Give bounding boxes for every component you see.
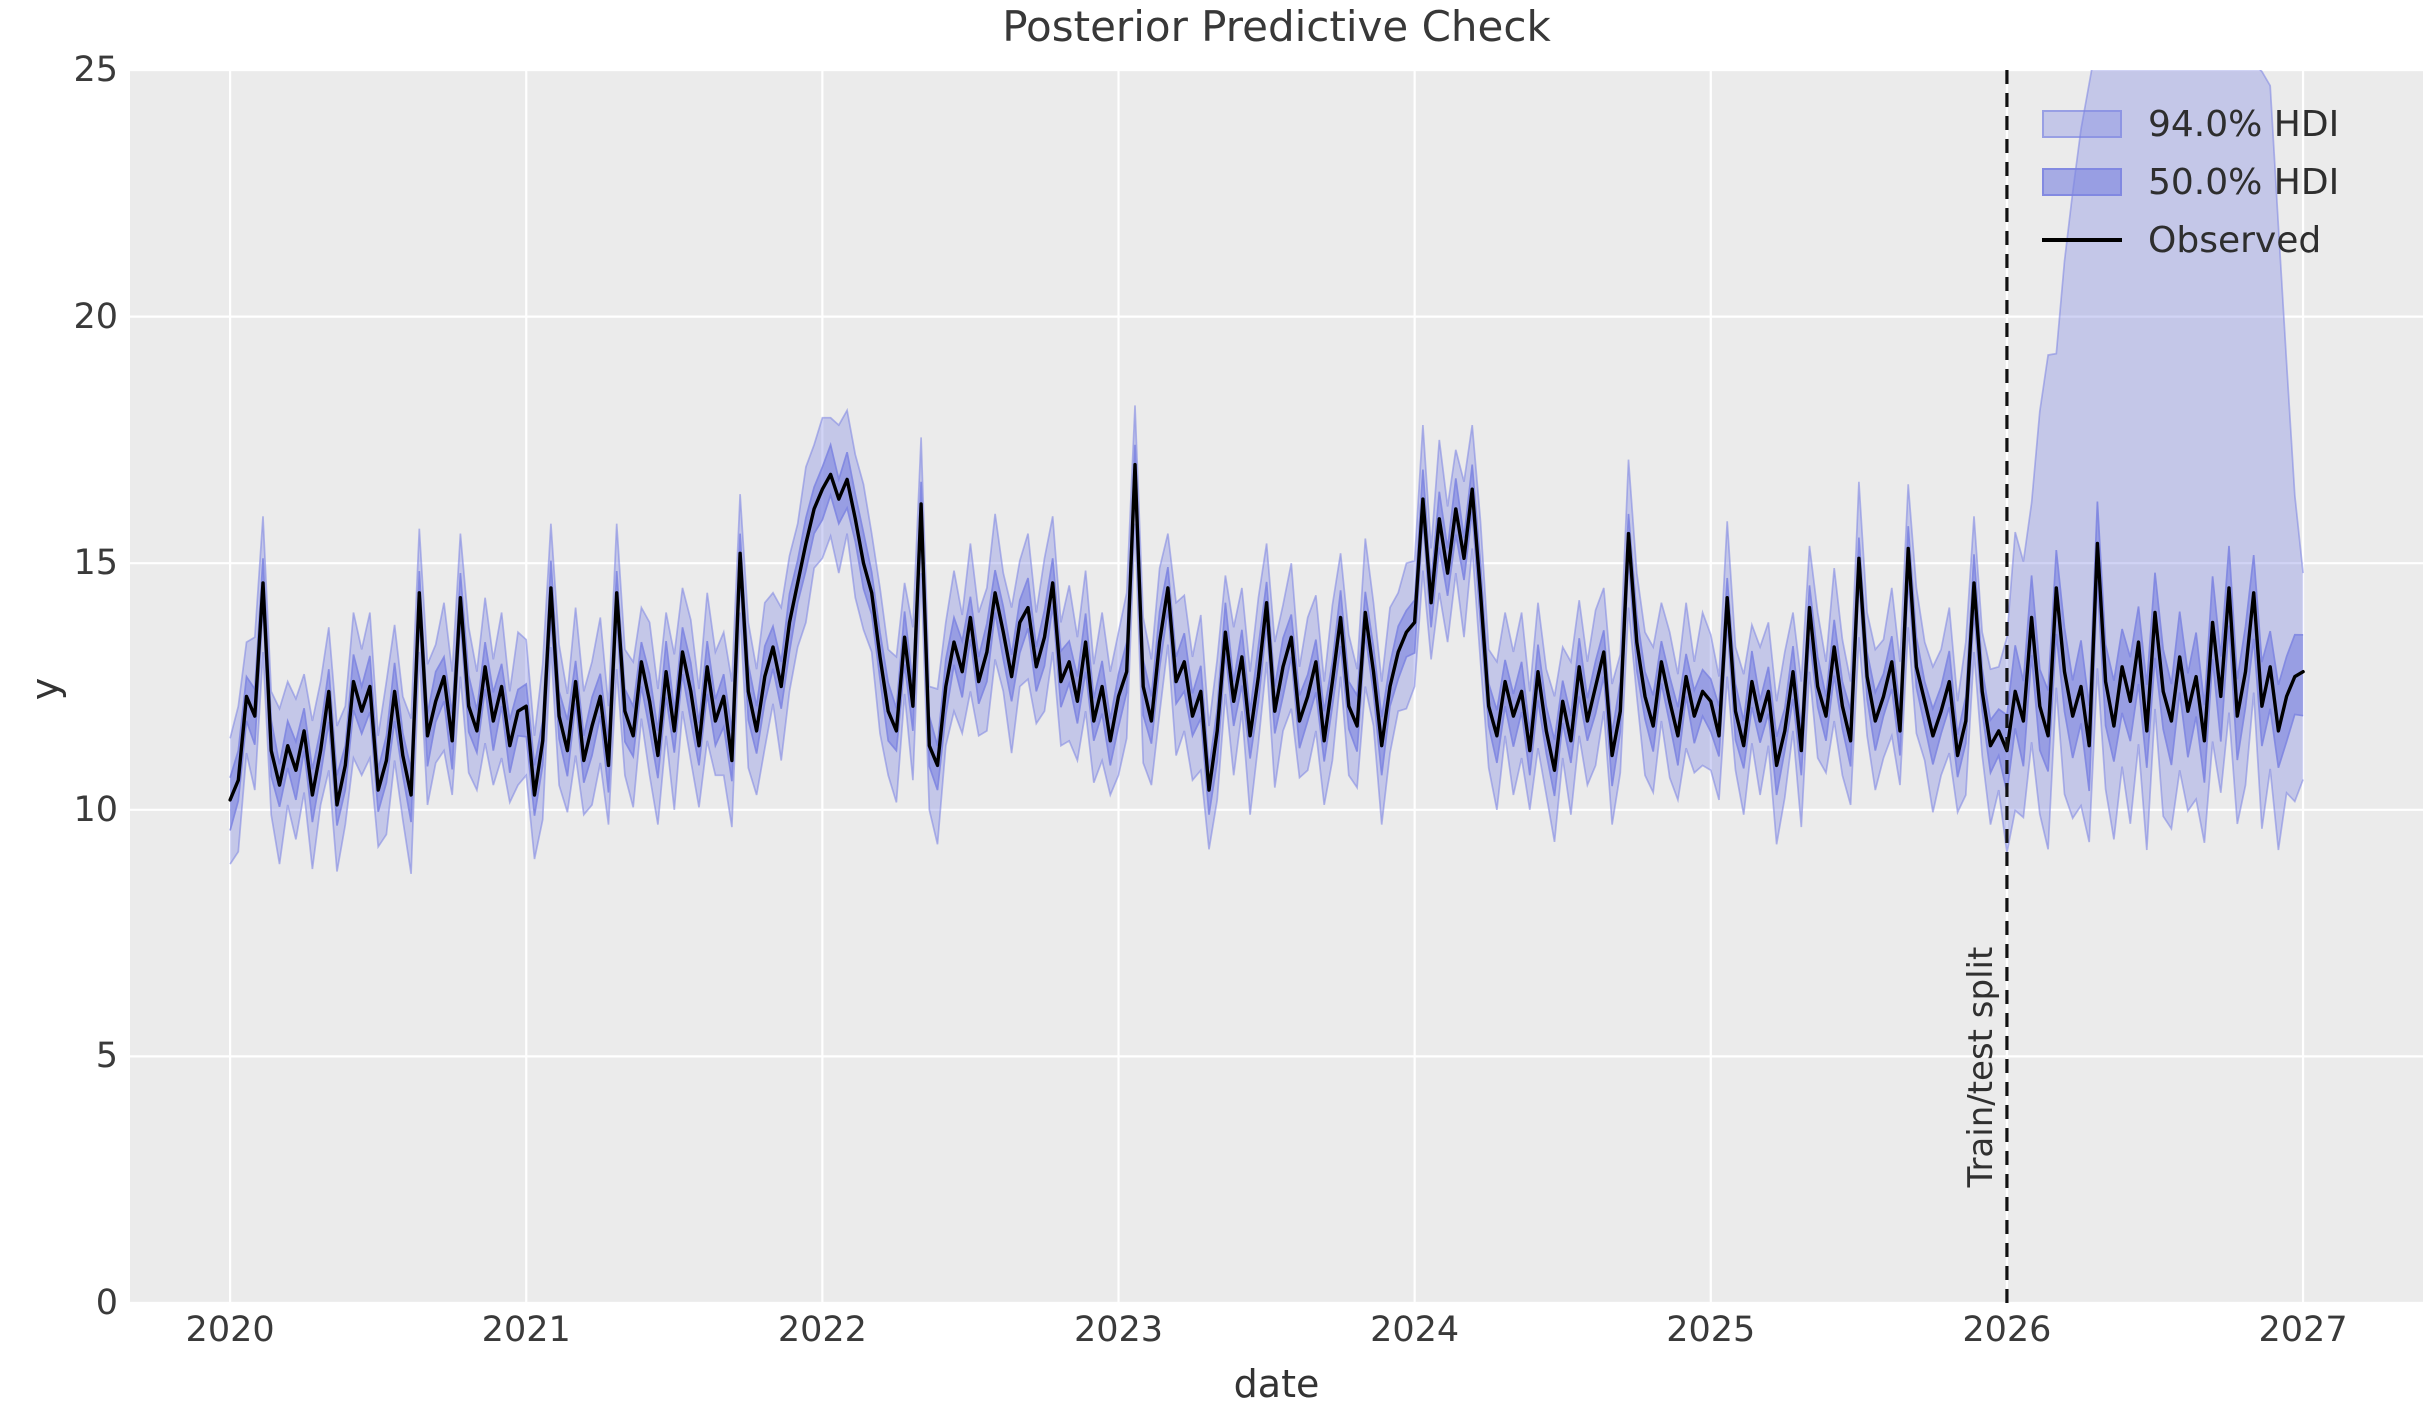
y-tick-label: 5 xyxy=(95,1036,118,1077)
x-tick-label: 2022 xyxy=(777,1310,867,1350)
x-tick-label: 2026 xyxy=(1962,1310,2052,1350)
legend: 94.0% HDI 50.0% HDI Observed xyxy=(2042,95,2339,269)
legend-item-observed: Observed xyxy=(2042,211,2339,269)
hdi50-upper-edge xyxy=(229,441,2304,778)
y-tick-label: 10 xyxy=(73,789,118,830)
x-tick-label: 2027 xyxy=(2258,1310,2348,1350)
hdi50-swatch-icon xyxy=(2042,168,2122,196)
train-test-split-label: Train/test split xyxy=(1961,946,2001,1188)
legend-item-50-hdi: 50.0% HDI xyxy=(2042,153,2339,211)
y-axis-label: y xyxy=(23,677,67,701)
hdi94-lower-edge xyxy=(229,523,2304,875)
legend-label-50-hdi: 50.0% HDI xyxy=(2148,161,2340,203)
y-tick-label: 20 xyxy=(73,296,118,337)
x-tick-label: 2021 xyxy=(481,1310,571,1350)
x-tick-label: 2024 xyxy=(1370,1310,1460,1350)
series-layer xyxy=(228,70,2305,875)
observed-line xyxy=(228,462,2305,807)
x-tick-label: 2020 xyxy=(185,1310,275,1350)
y-tick-label: 25 xyxy=(73,50,118,90)
legend-item-94-hdi: 94.0% HDI xyxy=(2042,95,2339,153)
hdi94-upper-edge xyxy=(229,70,2304,739)
observed-line-swatch-icon xyxy=(2042,238,2122,242)
y-tick-label: 15 xyxy=(73,543,118,584)
x-axis-label: date xyxy=(1233,1362,1320,1406)
x-tick-label: 2025 xyxy=(1666,1310,1756,1350)
chart-title: Posterior Predictive Check xyxy=(1002,2,1551,51)
legend-label-observed: Observed xyxy=(2148,219,2322,261)
y-tick-label: 0 xyxy=(95,1283,118,1323)
x-tick-label: 2023 xyxy=(1073,1310,1164,1350)
legend-label-94-hdi: 94.0% HDI xyxy=(2148,103,2340,145)
hdi94-swatch-icon xyxy=(2042,110,2122,138)
